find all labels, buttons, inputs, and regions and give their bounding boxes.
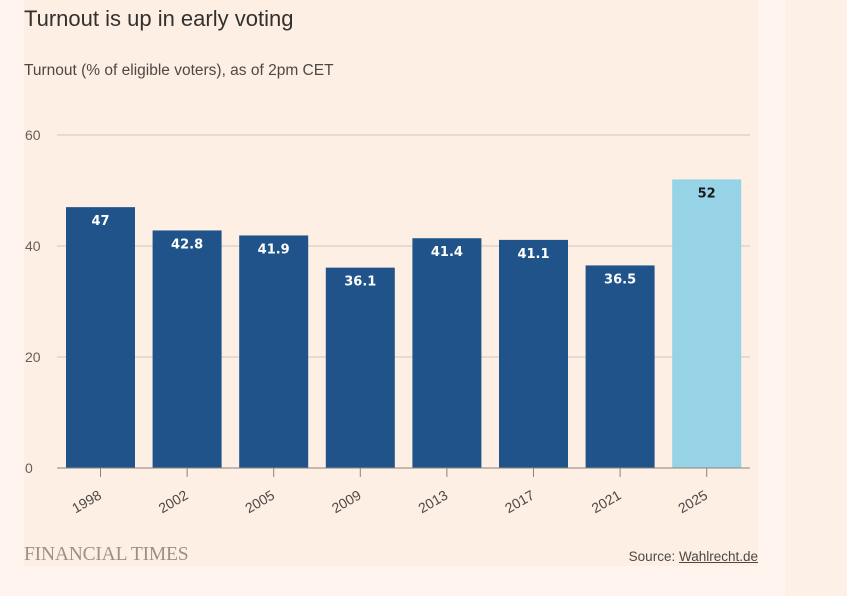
- bar-2021: [585, 265, 655, 468]
- y-tick-label: 0: [25, 460, 33, 476]
- x-tick-label-2021: 2021: [589, 487, 624, 517]
- data-label-2013: 41.4: [431, 245, 463, 260]
- x-tick-label-2013: 2013: [415, 487, 450, 517]
- data-labels: 47 42.8 41.9 36.1 41.4 41.1 36.5 52: [91, 186, 715, 289]
- bar-chart: 0 20 40 60 47 42.8 41.9 36.1 41.4 41.1 36.5 52 199…: [25, 127, 750, 517]
- data-label-2021: 36.5: [604, 272, 636, 287]
- bars: [66, 179, 742, 468]
- data-label-2009: 36.1: [344, 275, 376, 290]
- chart-subtitle: Turnout (% of eligible voters), as of 2p…: [24, 62, 334, 79]
- data-label-2002: 42.8: [171, 237, 203, 252]
- source-prefix: Source:: [628, 549, 679, 564]
- y-axis-ticks: 0 20 40 60: [25, 127, 41, 476]
- financial-times-logo: FINANCIAL TIMES: [24, 544, 189, 565]
- x-tick-label-2009: 2009: [329, 487, 364, 517]
- data-label-2017: 41.1: [517, 247, 549, 262]
- x-tick-label-2002: 2002: [156, 487, 191, 517]
- data-label-2025: 52: [698, 186, 716, 201]
- bar-1998: [66, 207, 135, 468]
- chart-panel: Turnout is up in early voting Turnout (%…: [24, 0, 758, 566]
- y-tick-label: 20: [25, 349, 41, 365]
- bar-2017: [499, 239, 568, 468]
- data-label-1998: 47: [91, 214, 109, 229]
- y-tick-label: 60: [25, 127, 41, 143]
- x-tick-label-1998: 1998: [69, 487, 104, 517]
- x-axis: 1998 2002 2005 2009 2013 2017 2021 2025: [57, 467, 750, 517]
- bar-2002: [152, 230, 222, 468]
- chart-title: Turnout is up in early voting: [24, 6, 294, 31]
- source-link[interactable]: Wahlrecht.de: [678, 549, 758, 564]
- data-label-2005: 41.9: [258, 242, 290, 257]
- bar-2025: [672, 179, 742, 468]
- right-margin-band: [785, 0, 847, 596]
- y-tick-label: 40: [25, 238, 41, 254]
- bar-2009: [325, 267, 395, 468]
- x-tick-label-2025: 2025: [675, 487, 710, 517]
- source-note: Source: Wahlrecht.de: [629, 549, 758, 564]
- x-tick-label-2005: 2005: [242, 487, 277, 517]
- x-tick-label-2017: 2017: [502, 487, 537, 517]
- bar-2005: [239, 235, 309, 468]
- bar-2013: [412, 238, 482, 468]
